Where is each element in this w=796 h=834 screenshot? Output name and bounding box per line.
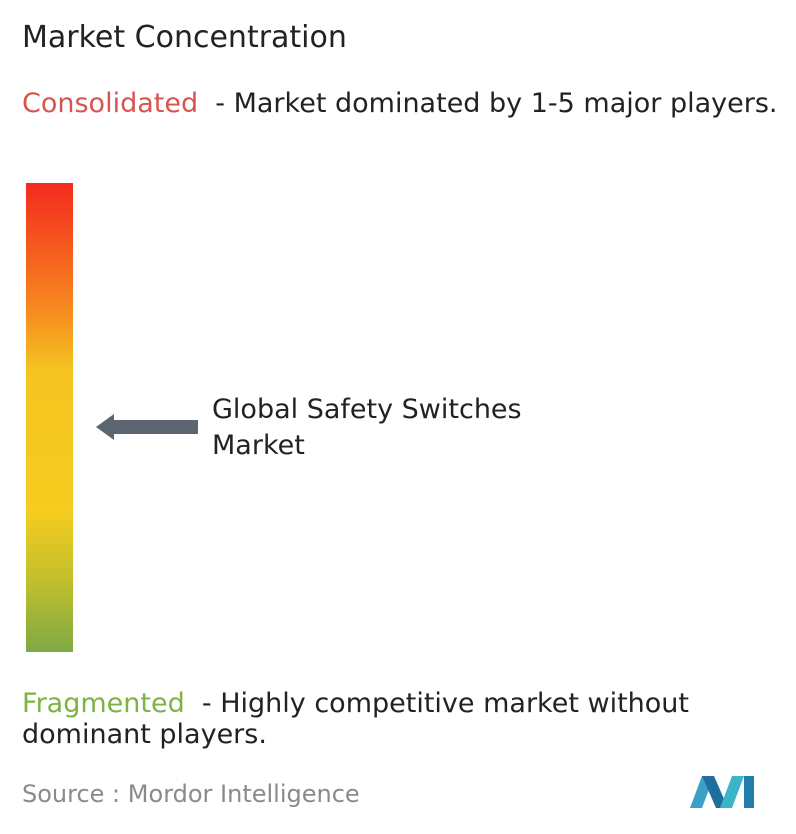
source-name: Mordor Intelligence [127,780,360,808]
consolidated-description: - Market dominated by 1-5 major players. [215,88,778,119]
logo-part [702,776,728,808]
fragmented-text: Fragmented - Highly competitive market w… [22,688,792,750]
consolidated-label: Consolidated [22,88,199,119]
market-label: Global Safety Switches Market [212,394,522,461]
consolidated-text: Consolidated - Market dominated by 1-5 m… [22,88,792,119]
logo [690,776,754,808]
logo-part [720,776,744,808]
concentration-gradient [26,183,73,652]
title: Market Concentration [22,20,347,55]
arrow-shaft [112,420,198,434]
fragmented-label: Fragmented [22,688,185,719]
fragmented-description: - Highly competitive market without domi… [22,688,689,750]
arrow [96,414,198,440]
source-prefix: Source : [22,780,121,808]
arrow-head [96,414,114,440]
logo-part [744,776,754,808]
source: Source : Mordor Intelligence [22,780,360,808]
